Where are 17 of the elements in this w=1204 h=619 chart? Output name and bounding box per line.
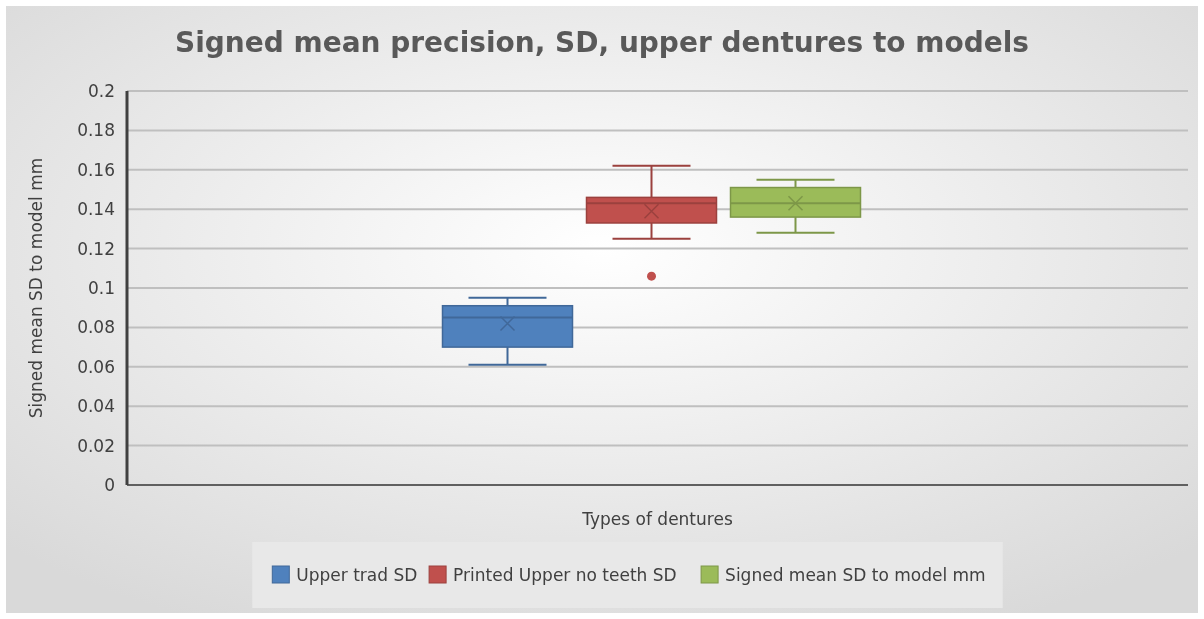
- y-axis-title: Signed mean SD to model mm: [26, 157, 46, 419]
- y-tick-label: 0: [104, 474, 115, 495]
- y-tick-label: 0.14: [77, 199, 115, 220]
- y-tick-label: 0.12: [77, 238, 115, 259]
- y-tick-label: 0.2: [87, 80, 115, 101]
- chart-title: Signed mean precision, SD, upper dentures to models: [174, 26, 1030, 59]
- legend-label: Signed mean SD to model mm: [725, 564, 986, 585]
- y-tick-label: 0.16: [77, 159, 115, 180]
- y-tick-label: 0.06: [77, 356, 115, 377]
- y-tick-label: 0.02: [77, 435, 115, 456]
- y-tick-label: 0.04: [77, 396, 115, 417]
- y-tick-label: 0.08: [77, 317, 115, 338]
- y-tick-label: 0.18: [77, 120, 115, 141]
- legend-label: Upper trad SD: [296, 564, 418, 585]
- legend-label: Printed Upper no teeth SD: [453, 564, 677, 585]
- x-axis-title: Types of dentures: [581, 509, 733, 529]
- y-tick-label: 0.1: [87, 277, 115, 298]
